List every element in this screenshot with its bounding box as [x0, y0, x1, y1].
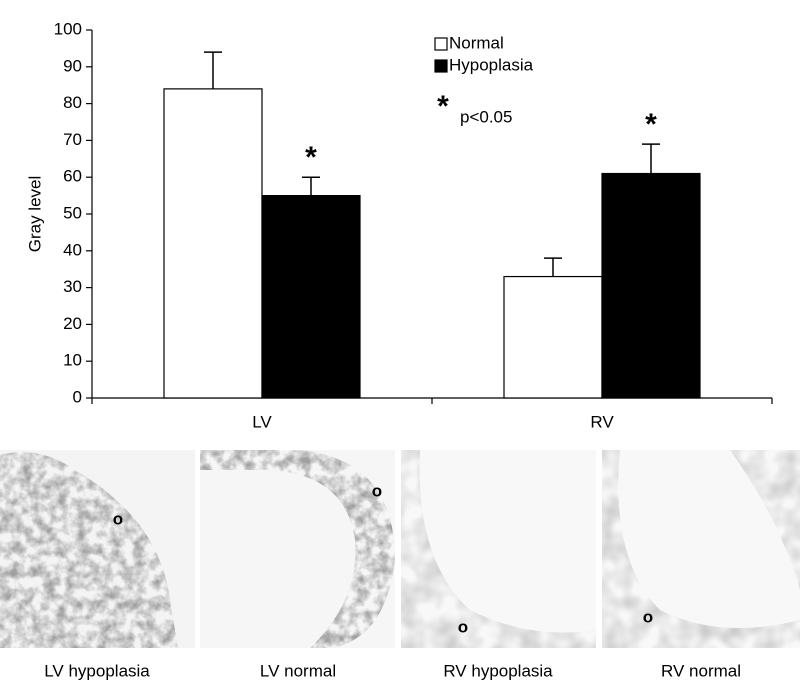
significance-star: * — [645, 108, 657, 141]
y-tick-label: 50 — [63, 203, 82, 222]
bar — [261, 195, 361, 399]
panel-label: RV hypoplasia — [443, 661, 553, 680]
bar — [503, 275, 603, 399]
legend-label: Hypoplasia — [449, 55, 534, 74]
legend-swatch — [434, 59, 448, 73]
panel-label: LV normal — [260, 661, 336, 680]
y-tick-label: 100 — [54, 19, 82, 38]
y-tick-label: 70 — [63, 130, 82, 149]
bar — [163, 88, 263, 399]
y-tick-label: 20 — [63, 314, 82, 333]
micrographs — [0, 450, 800, 648]
panel-marker: o — [113, 509, 123, 528]
y-tick-label: 40 — [63, 240, 82, 259]
significance-note: p<0.05 — [460, 107, 512, 126]
x-tick-label: LV — [252, 412, 272, 431]
panel-label: RV normal — [661, 661, 741, 680]
panel-marker: o — [458, 617, 468, 636]
significance-star: * — [437, 90, 449, 123]
x-tick-label: RV — [590, 412, 614, 431]
legend-swatch — [434, 37, 448, 51]
y-tick-label: 60 — [63, 167, 82, 186]
significance-star: * — [305, 141, 317, 174]
panel-marker: o — [372, 481, 382, 500]
y-axis-label: Gray level — [25, 176, 44, 253]
y-tick-label: 0 — [73, 387, 82, 406]
legend-label: Normal — [449, 33, 504, 52]
panel-label: LV hypoplasia — [44, 661, 150, 680]
bar — [601, 172, 701, 399]
y-tick-label: 90 — [63, 56, 82, 75]
y-tick-label: 30 — [63, 277, 82, 296]
panel-marker: o — [643, 607, 653, 626]
y-tick-label: 80 — [63, 93, 82, 112]
y-tick-label: 10 — [63, 351, 82, 370]
